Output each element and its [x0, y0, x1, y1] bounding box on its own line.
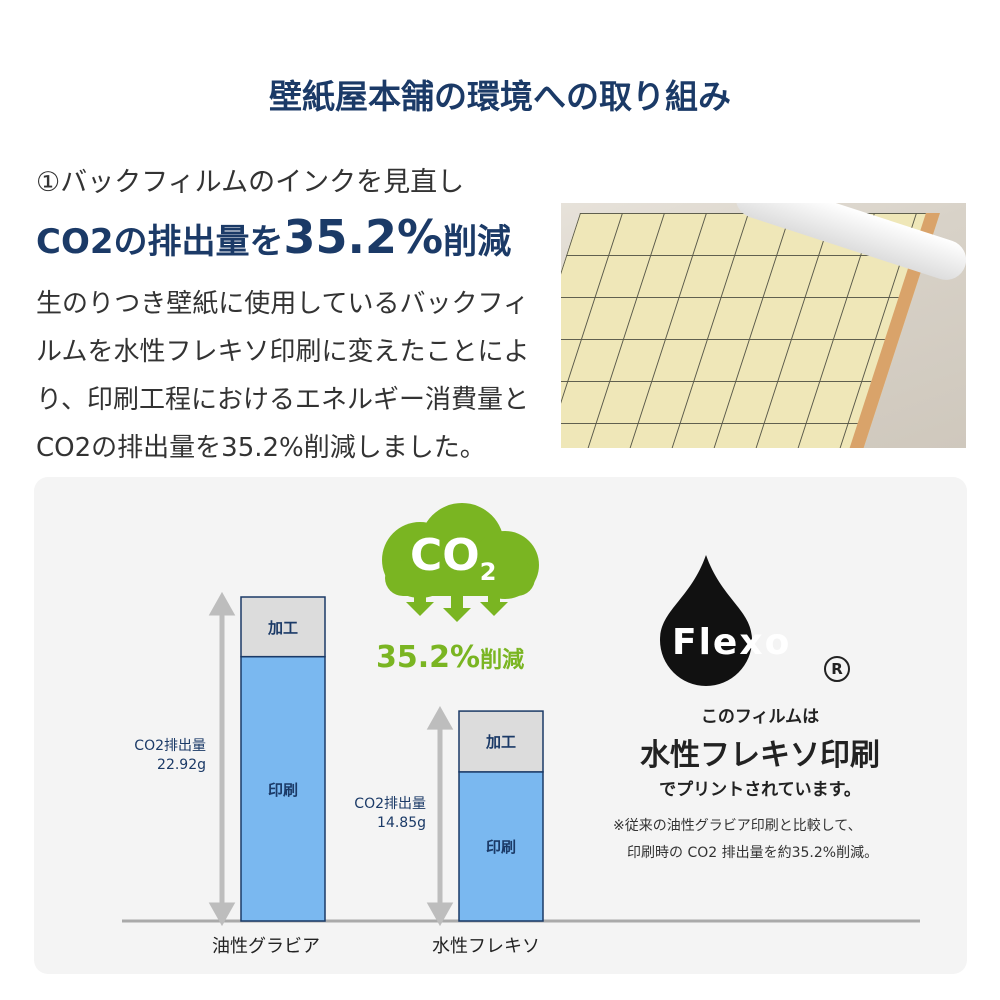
segment-label: 印刷 [267, 780, 298, 799]
section-heading: ①バックフィルムのインクを見直し [36, 167, 465, 198]
segment-label: 加工 [485, 733, 516, 752]
note-line2: 印刷時の CO2 排出量を約35.2%削減。 [627, 845, 879, 861]
bar-segment-print [240, 655, 326, 922]
total-arrow [426, 705, 454, 927]
bar-segment-process [240, 596, 326, 658]
page-title: 壁紙屋本舗の環境への取り組み [269, 77, 731, 116]
backfilm-photo [561, 203, 966, 448]
flexo-drop-icon [660, 555, 752, 686]
total-arrow [208, 591, 236, 927]
segment-label: 印刷 [485, 838, 516, 857]
note-line1: ※従来の油性グラビア印刷と比較して、 [613, 818, 862, 834]
flexo-logo-text: Flexo [672, 622, 792, 663]
registered-mark: R [824, 656, 850, 682]
body-text: 生のりつき壁紙に使用しているバックフィルムを水性フレキソ印刷に変えたことにより、… [36, 289, 530, 463]
category-label-flexo: 水性フレキソ [432, 936, 540, 957]
total-label-gravure: CO2排出量 22.92g [134, 738, 206, 773]
segment-label: 加工 [267, 618, 298, 637]
category-label-gravure: 油性グラビア [212, 936, 320, 957]
reduction-label: 35.2%削減 [376, 640, 525, 675]
flexo-line2: 水性フレキソ印刷 [640, 738, 880, 773]
section-headline: CO2の排出量を35.2%削減 [36, 210, 511, 264]
headline-percent: 35.2% [283, 210, 444, 264]
flexo-line3: でプリントされています。 [659, 780, 861, 800]
co2-cloud-icon [382, 503, 539, 622]
headline-post: 削減 [443, 222, 512, 262]
bar-segment-print [458, 771, 544, 922]
bar-segment-process [458, 710, 544, 773]
flexo-line1: このフィルムは [700, 707, 820, 727]
total-label-flexo: CO2排出量 14.85g [354, 796, 426, 831]
co2-label: CO2 [410, 530, 497, 586]
headline-pre: CO2の排出量を [36, 222, 284, 262]
